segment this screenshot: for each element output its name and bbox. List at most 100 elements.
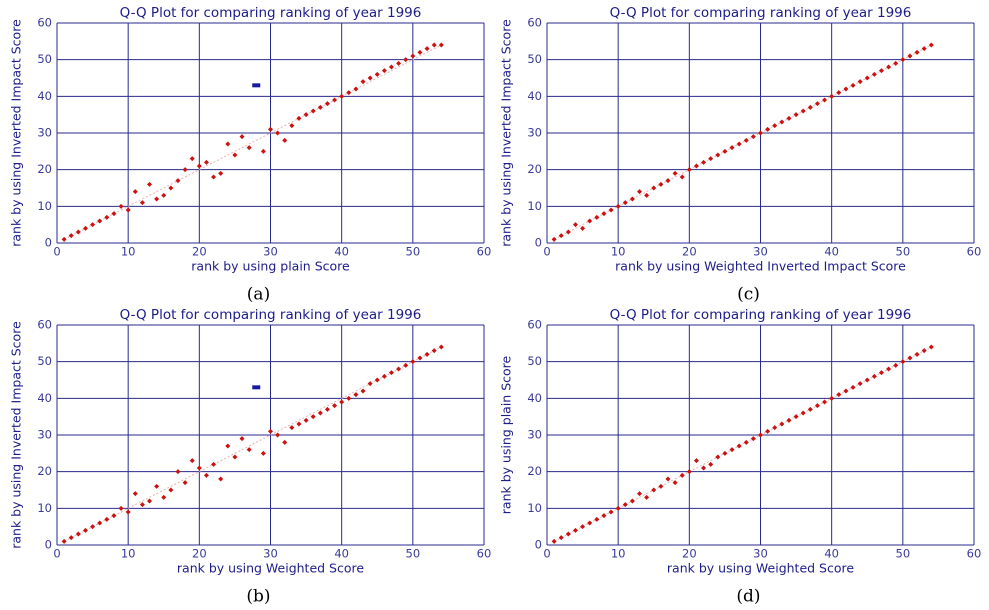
highlight-point — [252, 385, 261, 390]
data-point — [686, 167, 692, 173]
y-axis-label: rank by using plain Score — [499, 355, 514, 514]
data-point — [608, 509, 614, 515]
data-point — [332, 97, 338, 103]
data-point — [743, 439, 749, 445]
data-point — [701, 465, 707, 471]
data-point — [296, 421, 302, 427]
data-point — [572, 222, 578, 228]
data-point — [601, 211, 607, 217]
x-tick-label: 60 — [967, 245, 982, 259]
y-tick-label: 60 — [527, 318, 542, 332]
data-point — [715, 152, 721, 158]
x-tick-label: 40 — [824, 245, 839, 259]
data-point — [260, 450, 266, 456]
scatter-panel: 0 10 20 30 40 50 60 0 10 20 30 40 50 60 Q-Q Plot for c… — [9, 307, 492, 607]
data-point — [679, 174, 685, 180]
data-point — [381, 373, 387, 379]
data-point — [203, 472, 209, 478]
data-point — [139, 200, 145, 206]
data-point — [672, 170, 678, 176]
data-point — [182, 167, 188, 173]
y-tick-label: 20 — [37, 464, 52, 478]
data-point — [551, 236, 557, 242]
data-point — [928, 42, 934, 48]
highlight-point — [252, 83, 261, 88]
data-point — [921, 348, 927, 354]
data-point — [360, 388, 366, 394]
data-point — [424, 46, 430, 52]
data-point — [637, 189, 643, 195]
data-point — [353, 392, 359, 398]
data-point — [211, 461, 217, 467]
data-point — [317, 410, 323, 416]
data-point — [558, 233, 564, 239]
data-point — [75, 229, 81, 235]
data-point — [324, 406, 330, 412]
data-point — [693, 458, 699, 464]
y-tick-label: 30 — [37, 428, 52, 442]
data-point — [822, 399, 828, 405]
data-point — [893, 362, 899, 368]
data-point — [587, 520, 593, 526]
data-point — [189, 458, 195, 464]
data-point — [900, 359, 906, 365]
data-point — [743, 137, 749, 143]
data-point — [268, 428, 273, 434]
data-point — [104, 214, 110, 220]
data-point — [431, 348, 437, 354]
x-tick-label: 50 — [406, 245, 421, 259]
data-point — [651, 487, 657, 493]
data-point — [282, 439, 288, 445]
data-point — [886, 366, 892, 372]
scatter-panel: 0 10 20 30 40 50 60 0 10 20 30 40 50 60 Q-Q Plot for c… — [499, 5, 982, 305]
data-point — [608, 207, 614, 213]
data-point — [90, 222, 96, 228]
x-axis-label: rank by using Weighted Inverted Impact S… — [615, 259, 906, 274]
data-point — [551, 538, 557, 544]
data-point — [303, 417, 309, 423]
data-point — [644, 494, 650, 500]
data-point — [225, 141, 231, 147]
data-point — [886, 64, 892, 70]
data-point — [61, 538, 67, 544]
data-point — [260, 148, 266, 154]
x-tick-label: 20 — [682, 547, 697, 561]
y-tick-label: 30 — [527, 126, 542, 140]
data-point — [765, 428, 771, 434]
y-tick-label: 0 — [535, 236, 542, 250]
data-point — [218, 170, 224, 176]
data-point — [793, 414, 799, 420]
data-point — [196, 465, 202, 471]
data-point — [303, 112, 309, 118]
data-point — [765, 126, 771, 132]
data-point — [893, 60, 899, 66]
data-point — [296, 115, 302, 121]
data-point — [651, 185, 657, 191]
data-point — [850, 384, 856, 390]
data-point — [82, 225, 88, 231]
data-point — [786, 115, 792, 121]
data-point — [878, 370, 884, 376]
data-point — [615, 203, 621, 209]
reference-line — [63, 44, 442, 240]
caption: (b) — [246, 587, 270, 607]
data-point — [374, 71, 380, 77]
data-point — [672, 480, 678, 486]
data-point — [907, 355, 913, 361]
data-point — [658, 181, 664, 187]
data-point — [125, 207, 131, 213]
data-point — [708, 461, 714, 467]
data-point — [175, 178, 181, 184]
data-point — [388, 64, 394, 70]
data-point — [558, 535, 564, 541]
chart-title: Q-Q Plot for comparing ranking of year 1… — [120, 5, 422, 21]
data-point — [900, 57, 906, 63]
data-point — [97, 218, 103, 224]
data-point — [928, 344, 934, 350]
data-point — [132, 491, 138, 497]
data-point — [750, 134, 756, 140]
data-point — [381, 68, 387, 74]
y-tick-label: 20 — [527, 464, 542, 478]
data-point — [779, 119, 785, 125]
